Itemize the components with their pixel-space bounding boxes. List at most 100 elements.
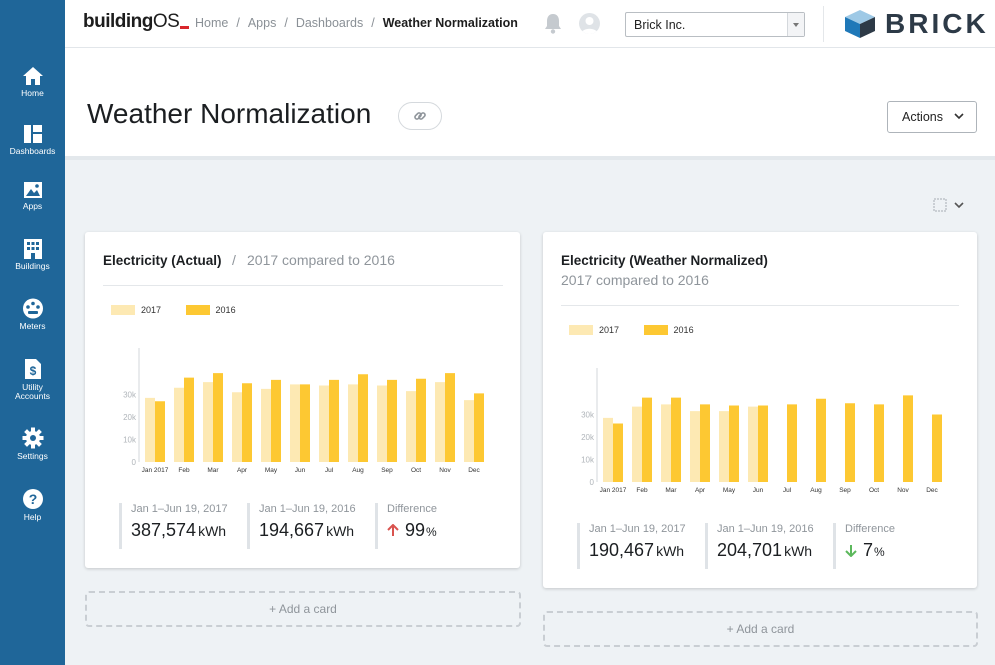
bar-2016[interactable]: [729, 405, 739, 483]
stat-unit: %: [874, 545, 885, 559]
card-subtitle: 2017 compared to 2016: [561, 272, 709, 288]
bar-2017[interactable]: [690, 411, 700, 482]
bar-2016[interactable]: [816, 398, 826, 482]
sidebar-item-dashboards[interactable]: Dashboards: [0, 124, 65, 156]
y-tick-label: 10k: [123, 436, 137, 445]
bar-2017[interactable]: [203, 382, 213, 462]
utility-label-line1: Utility: [22, 382, 43, 392]
bell-icon[interactable]: [543, 13, 563, 34]
x-tick-label: Nov: [897, 487, 909, 494]
add-card-button[interactable]: + Add a card: [85, 591, 521, 627]
x-tick-label: Apr: [237, 467, 248, 474]
bar-2017[interactable]: [145, 397, 155, 462]
bar-2017[interactable]: [406, 391, 416, 462]
bar-2016[interactable]: [932, 414, 942, 483]
stat-difference: Difference 7%: [833, 523, 895, 569]
bar-2017[interactable]: [290, 384, 300, 462]
bar-2017[interactable]: [661, 404, 671, 482]
svg-text:?: ?: [28, 491, 37, 507]
organization-select[interactable]: Brick Inc.: [625, 12, 805, 37]
breadcrumb-home[interactable]: Home: [195, 16, 229, 30]
bar-2016[interactable]: [155, 401, 165, 462]
bar-2017[interactable]: [377, 385, 387, 463]
legend-item-2017[interactable]: 2017: [111, 305, 161, 315]
buildingos-logo[interactable]: buildingOS: [83, 11, 190, 33]
arrow-up-icon: [387, 523, 399, 536]
sidebar-item-meters[interactable]: Meters: [0, 298, 65, 331]
bar-2017[interactable]: [319, 385, 329, 463]
legend-item-2017[interactable]: 2017: [569, 325, 619, 335]
y-tick-label: 10k: [581, 456, 595, 465]
bar-2016[interactable]: [613, 423, 623, 483]
add-card-button[interactable]: + Add a card: [543, 611, 978, 647]
chevron-down-icon: [787, 13, 804, 36]
bar-2017[interactable]: [261, 388, 271, 462]
home-icon: [22, 67, 43, 85]
actions-dropdown-button[interactable]: Actions: [887, 101, 977, 133]
layout-toggle[interactable]: [932, 196, 968, 214]
bar-2016[interactable]: [474, 393, 484, 462]
breadcrumb-separator: /: [371, 16, 375, 30]
bar-2016[interactable]: [416, 378, 426, 462]
bar-2017[interactable]: [232, 392, 242, 462]
sidebar-item-settings[interactable]: Settings: [0, 427, 65, 461]
sidebar-item-home[interactable]: Home: [0, 66, 65, 98]
stat-number: 387,574: [131, 520, 197, 540]
legend-label: 2017: [599, 325, 620, 335]
y-tick-label: 30k: [581, 411, 595, 420]
breadcrumb-current: Weather Normalization: [382, 16, 518, 30]
sidebar-item-label: Help: [23, 512, 42, 522]
bar-2016[interactable]: [271, 379, 281, 462]
bar-2017[interactable]: [719, 411, 729, 482]
stat-label: Difference: [845, 523, 895, 535]
bar-2016[interactable]: [329, 379, 339, 462]
sidebar-item-label: Dashboards: [9, 146, 56, 156]
y-tick-label: 30k: [123, 391, 137, 400]
bar-2016[interactable]: [700, 404, 710, 482]
bar-2016[interactable]: [642, 397, 652, 482]
bar-2016[interactable]: [213, 373, 223, 462]
bar-2016[interactable]: [874, 404, 884, 482]
breadcrumb-apps[interactable]: Apps: [247, 16, 277, 30]
bar-2017[interactable]: [464, 400, 474, 462]
bar-2017[interactable]: [632, 406, 642, 482]
card-title: Electricity (Weather Normalized): [561, 253, 768, 268]
bar-2017[interactable]: [348, 384, 358, 462]
sidebar-item-buildings[interactable]: Buildings: [0, 238, 65, 271]
avatar[interactable]: [579, 13, 600, 34]
bar-2016[interactable]: [445, 373, 455, 462]
stat-number: 190,467: [589, 540, 655, 560]
bar-2016[interactable]: [758, 405, 768, 483]
y-tick-label: 0: [590, 478, 595, 487]
bar-2016[interactable]: [787, 404, 797, 482]
legend-item-2016[interactable]: 2016: [185, 305, 236, 315]
bar-2016[interactable]: [387, 379, 397, 462]
sidebar-item-utility-accounts[interactable]: $ Utility Accounts: [0, 358, 65, 401]
bar-2016[interactable]: [903, 395, 913, 482]
bar-2016[interactable]: [845, 403, 855, 482]
stat-value: 190,467 kWh: [589, 540, 686, 561]
sidebar-item-help[interactable]: ? Help: [0, 488, 65, 522]
breadcrumb-dashboards[interactable]: Dashboards: [295, 16, 364, 30]
bar-2016[interactable]: [184, 377, 194, 462]
sidebar-item-apps[interactable]: Apps: [0, 181, 65, 211]
x-tick-label: Oct: [869, 487, 879, 494]
bar-2017[interactable]: [603, 417, 613, 482]
dashboards-icon: [23, 125, 42, 143]
bar-2016[interactable]: [242, 383, 252, 462]
bar-2016[interactable]: [358, 374, 368, 462]
organization-select-value: Brick Inc.: [634, 18, 686, 32]
bar-2017[interactable]: [174, 387, 184, 462]
sidebar-item-label: Buildings: [15, 261, 50, 271]
bar-2017[interactable]: [748, 406, 758, 482]
arrow-down-icon: [845, 545, 857, 558]
bar-2016[interactable]: [300, 384, 310, 462]
bar-2016[interactable]: [671, 397, 681, 482]
chevron-down-icon: [954, 202, 964, 209]
breadcrumb-separator: /: [284, 16, 288, 30]
legend-item-2016[interactable]: 2016: [643, 325, 694, 335]
card-title-separator: /: [232, 252, 236, 268]
apps-icon: [23, 182, 42, 198]
bar-2017[interactable]: [435, 382, 445, 462]
copy-link-button[interactable]: [398, 102, 442, 130]
